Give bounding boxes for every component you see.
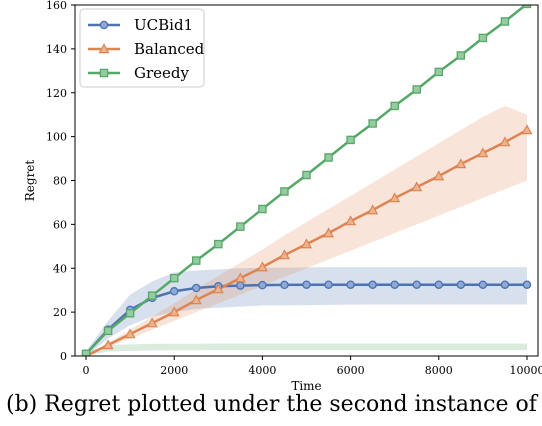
balanced-point: [433, 170, 445, 181]
greedy-point: [169, 273, 179, 283]
ucbid1-point: [522, 280, 532, 289]
balanced-point: [411, 181, 423, 192]
greedy-point: [346, 135, 355, 145]
y-axis-label: Regret: [23, 160, 37, 202]
greedy-point: [302, 170, 311, 180]
balanced-point: [168, 306, 180, 317]
x-tick-label: 2000: [160, 364, 188, 377]
balanced-point: [190, 294, 202, 305]
greedy-point: [412, 85, 421, 94]
regret-chart: 0 2000 4000 6000 8000 10000 0 20 40 60 80 100 120 140…: [23, 0, 542, 392]
ucbid1-point: [412, 280, 421, 289]
x-tick-label: 10000: [509, 364, 542, 377]
ucbid1-point: [169, 287, 179, 296]
ucbid1-point: [192, 283, 201, 293]
ucbid1-point: [324, 280, 333, 289]
y-tick-label: 20: [53, 306, 67, 319]
greedy-point: [522, 5, 532, 9]
ucbid1-point: [434, 280, 444, 289]
greedy-point: [236, 222, 245, 231]
greedy-point: [147, 291, 157, 300]
y-tick-label: 40: [53, 262, 67, 275]
x-tick-label: 4000: [248, 364, 276, 377]
ucbid1-point: [258, 280, 267, 290]
balanced-point: [300, 238, 313, 249]
legend-box: [79, 8, 205, 88]
greedy-point: [280, 187, 289, 196]
balanced-point: [389, 192, 401, 203]
balanced-point: [499, 136, 511, 147]
greedy-legend-marker: [99, 68, 109, 78]
greedy-point: [456, 51, 466, 60]
y-tick-label: 60: [53, 218, 67, 231]
ucbid1-point: [236, 281, 245, 290]
y-tick-label: 100: [46, 131, 67, 144]
y-tick-label: 140: [46, 43, 67, 56]
balanced-point: [124, 328, 136, 339]
y-tick-label: 80: [53, 175, 67, 188]
ucbid1-point: [500, 280, 510, 289]
balanced-point: [367, 204, 379, 215]
balanced-point: [256, 261, 268, 272]
balanced-point: [455, 158, 467, 169]
balanced-point: [102, 339, 114, 350]
y-tick-label: 0: [60, 350, 67, 363]
greedy-point: [368, 119, 377, 128]
balanced-point: [345, 215, 357, 226]
balanced-point: [477, 147, 489, 158]
ucbid1-point: [346, 280, 355, 289]
y-tick-label: 120: [46, 87, 67, 100]
greedy-point: [478, 33, 488, 43]
greedy-legend-label: Greedy: [134, 64, 190, 82]
ticks: 0 2000 4000 6000 8000 10000 0 20 40 60 80 100 120 140…: [46, 0, 542, 377]
balanced-point: [212, 283, 224, 294]
y-tick-label: 160: [46, 0, 67, 12]
series-markers: [81, 5, 533, 356]
balanced-confidence-band: [86, 105, 527, 356]
ucbid1-point: [390, 280, 399, 289]
figure-caption: (b) Regret plotted under the second inst…: [6, 392, 542, 417]
balanced-point: [278, 249, 290, 260]
balanced-point: [521, 124, 533, 135]
balanced-point: [234, 272, 246, 283]
greedy-point: [390, 101, 399, 111]
x-tick-label: 0: [83, 364, 90, 377]
greedy-point: [324, 153, 333, 162]
balanced-legend-marker: [98, 43, 110, 54]
balanced-point: [323, 227, 335, 238]
greedy-point: [81, 349, 91, 356]
ucbid1-point: [478, 280, 488, 289]
ucbid1-legend-label: UCBid1: [134, 16, 193, 34]
legend: UCBid1 Balanced Greedy: [79, 8, 205, 88]
x-tick-label: 6000: [337, 364, 365, 377]
greedy-confidence-band: [86, 343, 527, 356]
balanced-point: [146, 317, 158, 328]
ucbid1-point: [280, 280, 289, 290]
ucbid1-point: [456, 280, 466, 289]
greedy-point: [125, 308, 135, 318]
greedy-point: [434, 67, 444, 77]
balanced-legend-label: Balanced: [134, 40, 205, 58]
greedy-point: [500, 17, 510, 26]
greedy-point: [214, 239, 223, 249]
ucbid1-point: [368, 280, 377, 289]
ucbid1-legend-marker: [99, 20, 109, 30]
x-tick-label: 8000: [425, 364, 453, 377]
x-axis-label: Time: [291, 379, 321, 392]
greedy-point: [192, 256, 201, 265]
greedy-point: [103, 326, 113, 336]
ucbid1-point: [302, 280, 311, 289]
greedy-point: [258, 204, 267, 214]
